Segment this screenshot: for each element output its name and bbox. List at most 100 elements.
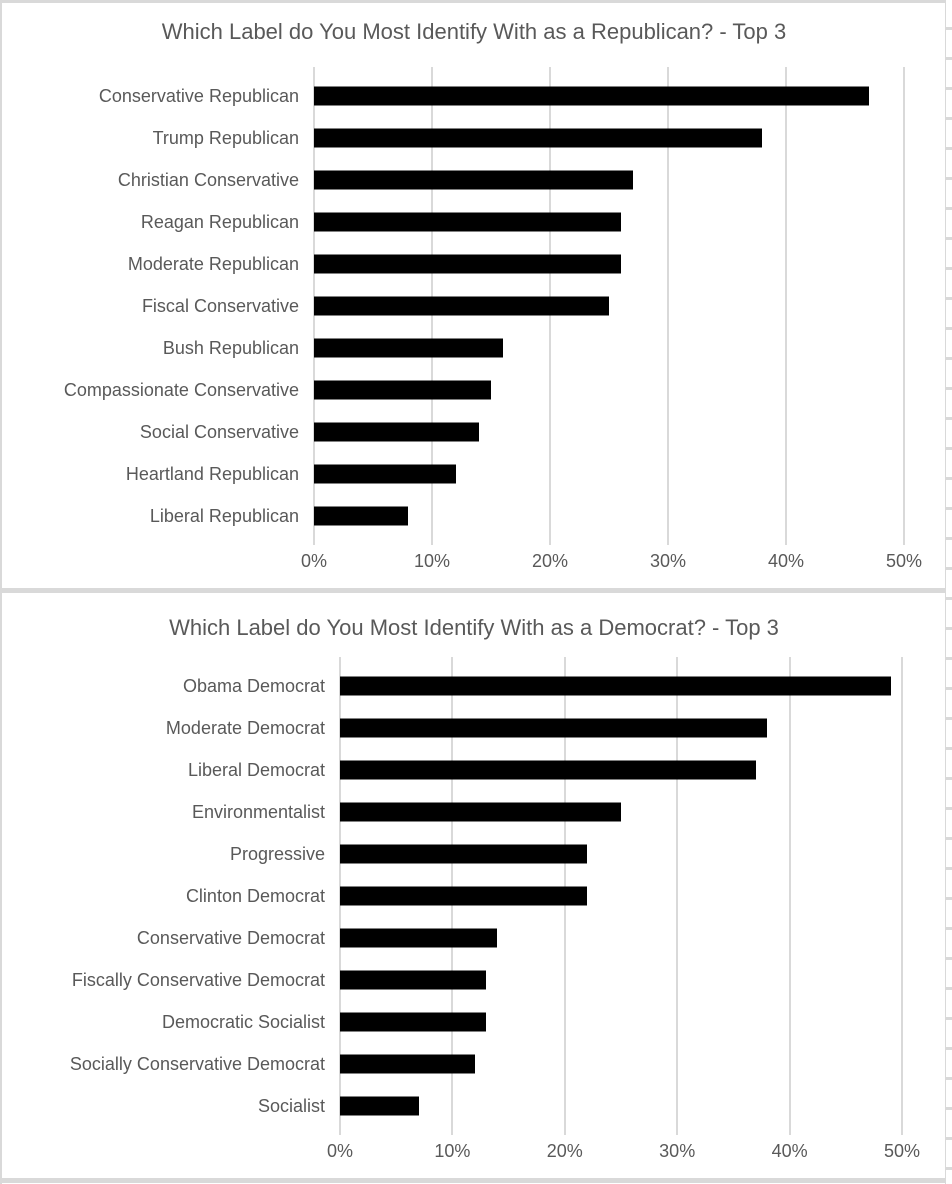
category-label: Clinton Democrat <box>185 885 325 906</box>
x-tick-label: 20% <box>546 1141 583 1161</box>
bar <box>340 676 891 696</box>
bar-track <box>340 1001 902 1043</box>
bar <box>314 128 763 148</box>
bar-track <box>314 369 904 411</box>
bar-track <box>340 749 902 791</box>
bar <box>314 338 503 358</box>
x-tick-label: 10% <box>434 1141 471 1161</box>
bar <box>314 86 869 106</box>
category-label: Fiscal Conservative <box>141 295 299 316</box>
category-label: Fiscally Conservative Democrat <box>71 969 325 990</box>
bar-track <box>340 665 902 707</box>
category-label: Reagan Republican <box>140 211 299 232</box>
gridline <box>903 67 905 545</box>
bar <box>340 1054 475 1074</box>
chart-row: Heartland Republican <box>2 453 904 495</box>
chart-row: Reagan Republican <box>2 201 904 243</box>
top-border <box>0 0 946 3</box>
category-label: Trump Republican <box>152 127 299 148</box>
category-label: Moderate Republican <box>127 253 299 274</box>
chart-row: Bush Republican <box>2 327 904 369</box>
left-border <box>0 0 2 1184</box>
republican-chart: Which Label do You Most Identify With as… <box>2 3 946 588</box>
bar-track <box>340 791 902 833</box>
chart-divider <box>0 588 946 593</box>
category-label: Social Conservative <box>139 421 299 442</box>
bar <box>314 506 409 526</box>
x-tick-label: 40% <box>767 551 805 571</box>
bar-track <box>340 833 902 875</box>
bar <box>340 844 588 864</box>
bar-track <box>314 75 904 117</box>
bar-track <box>314 117 904 159</box>
x-axis: 0% 10% 20% 30% 40% 50% <box>327 1141 920 1167</box>
bar <box>314 212 621 232</box>
bar-track <box>340 875 902 917</box>
bar-track <box>340 917 902 959</box>
chart-row: Progressive <box>2 833 902 875</box>
chart-row: Fiscal Conservative <box>2 285 904 327</box>
x-tick-label: 0% <box>300 551 328 571</box>
bar <box>340 802 621 822</box>
chart-row: Clinton Democrat <box>2 875 902 917</box>
category-label: Compassionate Conservative <box>63 379 299 400</box>
chart-row: Liberal Democrat <box>2 749 902 791</box>
chart-row: Moderate Democrat <box>2 707 902 749</box>
bar-track <box>340 1085 902 1127</box>
chart-row: Socialist <box>2 1085 902 1127</box>
category-label: Obama Democrat <box>182 675 325 696</box>
bar-track <box>340 707 902 749</box>
bar <box>340 886 588 906</box>
bar-track <box>314 159 904 201</box>
chart-row: Christian Conservative <box>2 159 904 201</box>
category-label: Liberal Democrat <box>187 759 325 780</box>
x-tick-label: 50% <box>885 551 923 571</box>
category-label: Christian Conservative <box>117 169 299 190</box>
rows: Obama Democrat Moderate Democrat Liberal D… <box>2 665 902 1127</box>
gridline <box>667 67 669 545</box>
category-label: Moderate Democrat <box>165 717 325 738</box>
x-tick-label: 40% <box>771 1141 808 1161</box>
bar-track <box>314 243 904 285</box>
bar <box>340 928 498 948</box>
bar <box>314 380 491 400</box>
gridline <box>676 657 679 1135</box>
category-label: Conservative Democrat <box>136 927 325 948</box>
bar-track <box>314 453 904 495</box>
x-tick-label: 50% <box>883 1141 921 1161</box>
x-tick-label: 30% <box>649 551 687 571</box>
x-tick-label: 20% <box>531 551 569 571</box>
x-tick-label: 10% <box>413 551 451 571</box>
category-label: Conservative Republican <box>98 85 299 106</box>
bar <box>314 464 456 484</box>
democrat-chart: Which Label do You Most Identify With as… <box>2 593 946 1178</box>
bar <box>314 254 621 274</box>
chart-row: Social Conservative <box>2 411 904 453</box>
bar-track <box>340 959 902 1001</box>
x-tick-label: 30% <box>659 1141 696 1161</box>
category-label: Socialist <box>257 1095 325 1116</box>
chart-row: Obama Democrat <box>2 665 902 707</box>
bar-track <box>314 411 904 453</box>
gridline <box>785 67 787 545</box>
bottom-border <box>0 1178 946 1183</box>
category-label: Socially Conservative Democrat <box>69 1053 325 1074</box>
bar <box>314 422 480 442</box>
bar <box>314 296 609 316</box>
chart-row: Environmentalist <box>2 791 902 833</box>
bar <box>340 1096 419 1116</box>
chart-row: Liberal Republican <box>2 495 904 537</box>
bar <box>340 1012 487 1032</box>
rows: Conservative Republican Trump Republican C… <box>2 75 904 537</box>
bar <box>340 970 487 990</box>
gridline <box>901 657 903 1135</box>
bar-track <box>314 285 904 327</box>
chart-row: Conservative Democrat <box>2 917 902 959</box>
category-label: Progressive <box>229 843 325 864</box>
bar <box>340 718 768 738</box>
chart-row: Compassionate Conservative <box>2 369 904 411</box>
chart-title: Which Label do You Most Identify With as… <box>161 19 787 44</box>
spreadsheet-row-ticks <box>946 0 952 1184</box>
bar-track <box>314 201 904 243</box>
